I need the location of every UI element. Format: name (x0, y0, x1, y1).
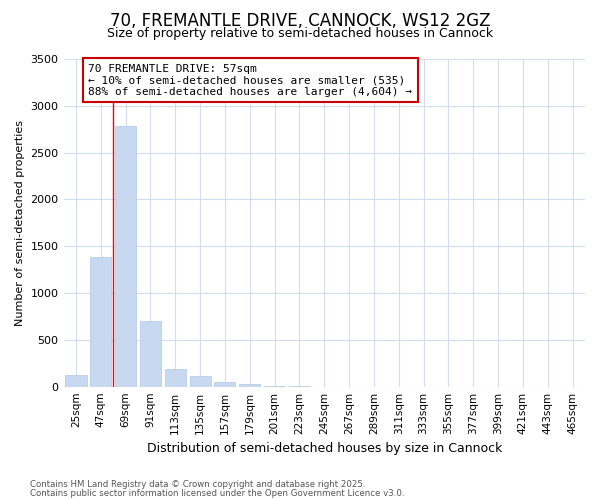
Bar (239, 384, 260, 386)
Text: 70 FREMANTLE DRIVE: 57sqm
← 10% of semi-detached houses are smaller (535)
88% of: 70 FREMANTLE DRIVE: 57sqm ← 10% of semi-… (88, 64, 412, 97)
Bar (65, 374, 86, 386)
Text: Contains HM Land Registry data © Crown copyright and database right 2025.: Contains HM Land Registry data © Crown c… (30, 480, 365, 489)
Bar (140, 321, 161, 386)
Bar (190, 376, 211, 386)
Y-axis label: Number of semi-detached properties: Number of semi-detached properties (15, 120, 25, 326)
Bar (115, 126, 136, 386)
Bar (165, 370, 186, 386)
X-axis label: Distribution of semi-detached houses by size in Cannock: Distribution of semi-detached houses by … (146, 442, 502, 455)
Text: Contains public sector information licensed under the Open Government Licence v3: Contains public sector information licen… (30, 488, 404, 498)
Text: Size of property relative to semi-detached houses in Cannock: Size of property relative to semi-detach… (107, 28, 493, 40)
Bar (90, 258, 112, 386)
Bar (214, 382, 235, 386)
Text: 70, FREMANTLE DRIVE, CANNOCK, WS12 2GZ: 70, FREMANTLE DRIVE, CANNOCK, WS12 2GZ (110, 12, 490, 30)
